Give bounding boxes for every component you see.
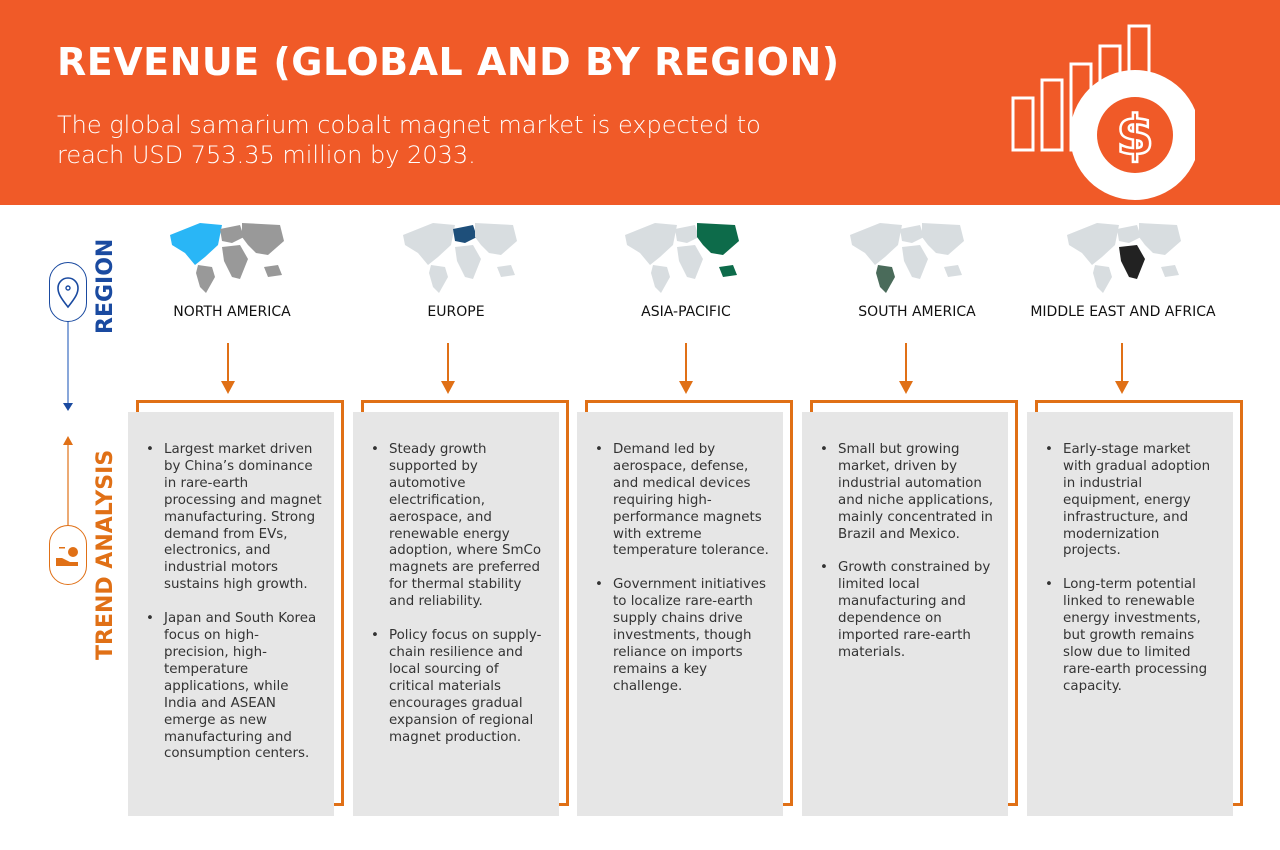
continent-oc [944, 265, 962, 277]
continent-oc [264, 265, 282, 277]
down-arrow-icon [1115, 343, 1129, 394]
continent-af [455, 245, 481, 279]
bar-chart-dollar-icon: $ [1011, 24, 1195, 200]
continent-oc [719, 265, 737, 277]
continent-sa [1093, 265, 1112, 293]
continent-af [677, 245, 703, 279]
continent-as [697, 223, 739, 255]
continent-as [1139, 223, 1181, 255]
region-label: EUROPE [427, 304, 485, 320]
trend-bullet: Small but growing market, driven by indu… [820, 442, 996, 543]
trend-bullet: Japan and South Korea focus on high-prec… [146, 611, 322, 763]
world-map-1 [403, 223, 517, 293]
continent-oc [1161, 265, 1179, 277]
trend-box: Steady growth supported by automotive el… [353, 412, 559, 816]
continent-af [1119, 245, 1145, 279]
trend-box: Demand led by aerospace, defense, and me… [577, 412, 783, 816]
continent-oc [497, 265, 515, 277]
trend-bullet: Early-stage market with gradual adoption… [1045, 442, 1221, 560]
trend-bullet: Steady growth supported by automotive el… [371, 442, 547, 611]
header-banner: REVENUE (GLOBAL AND BY REGION) The globa… [0, 0, 1280, 205]
continent-af [222, 245, 248, 279]
region-axis-label: REGION [93, 238, 118, 334]
continent-na [170, 223, 222, 265]
continent-eu [220, 225, 244, 243]
trend-bullet: Policy focus on supply-chain resilience … [371, 628, 547, 746]
continent-sa [876, 265, 895, 293]
region-label: NORTH AMERICA [173, 304, 291, 320]
down-arrow-icon [679, 343, 693, 394]
svg-text:$: $ [1116, 104, 1154, 167]
world-map-3 [850, 223, 964, 293]
continent-eu [1117, 225, 1141, 243]
down-arrow-icon [441, 343, 455, 394]
continent-sa [196, 265, 215, 293]
world-map-2 [625, 223, 739, 293]
continent-eu [675, 225, 699, 243]
trend-bullet: Growth constrained by limited local manu… [820, 560, 996, 661]
continent-na [625, 223, 677, 265]
region-label: ASIA-PACIFIC [641, 304, 731, 320]
trend-bullet: Long-term potential linked to renewable … [1045, 577, 1221, 695]
region-label: SOUTH AMERICA [858, 304, 976, 320]
trend-bullet: Largest market driven by China’s dominan… [146, 442, 322, 594]
continent-sa [429, 265, 448, 293]
trend-bullet: Government initiatives to localize rare-… [595, 577, 771, 695]
trend-box: Largest market driven by China’s dominan… [128, 412, 334, 816]
world-map-0 [170, 223, 284, 293]
continent-eu [900, 225, 924, 243]
world-map-4 [1067, 223, 1181, 293]
page-title: REVENUE (GLOBAL AND BY REGION) [57, 40, 840, 84]
continent-na [850, 223, 902, 265]
trend-box: Early-stage market with gradual adoption… [1027, 412, 1233, 816]
trend-box: Small but growing market, driven by indu… [802, 412, 1008, 816]
down-arrow-icon [221, 343, 235, 394]
continent-na [403, 223, 455, 265]
hand-money-icon [49, 525, 87, 585]
continent-as [922, 223, 964, 255]
trend-analysis-axis-label: TREND ANALYSIS [93, 449, 118, 660]
continent-as [475, 223, 517, 255]
region-label: MIDDLE EAST AND AFRICA [1030, 304, 1216, 320]
continent-as [242, 223, 284, 255]
continent-na [1067, 223, 1119, 265]
down-arrow-icon [899, 343, 913, 394]
trend-bullet: Demand led by aerospace, defense, and me… [595, 442, 771, 560]
continent-sa [651, 265, 670, 293]
continent-eu [453, 225, 477, 243]
page-subtitle: The global samarium cobalt magnet market… [57, 111, 761, 169]
location-pin-icon [49, 262, 87, 322]
continent-af [902, 245, 928, 279]
